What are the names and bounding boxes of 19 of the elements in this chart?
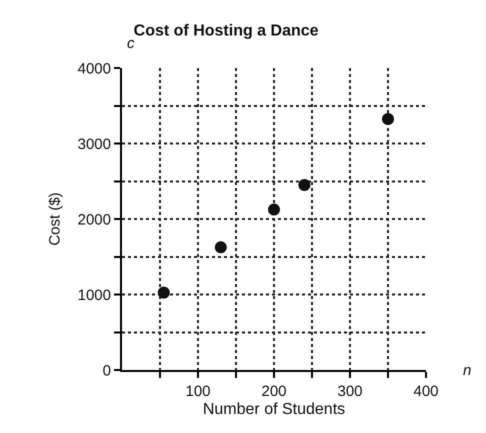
x-tick-label: 200 [261,383,287,400]
y-tick-label: 1000 [78,286,111,304]
y-tick-label: 3000 [78,136,111,153]
x-tick-label: 100 [185,383,211,400]
point [268,204,280,216]
y-tick-label: 0 [102,362,111,380]
text: n [463,362,472,379]
point [298,179,310,192]
y-axis-title: Cost ($) [46,192,64,246]
point [158,286,170,299]
x-tick-label: 400 [413,383,439,400]
chart-title: Cost of Hosting a Dance [134,22,319,40]
x-tick-label: 300 [337,383,363,400]
y-tick-label: 2000 [78,211,111,228]
y-tick-label: 4000 [78,60,111,78]
point [214,241,227,254]
text: c [127,35,135,52]
x-axis-title: Number of Students [202,401,346,418]
point [382,112,394,125]
